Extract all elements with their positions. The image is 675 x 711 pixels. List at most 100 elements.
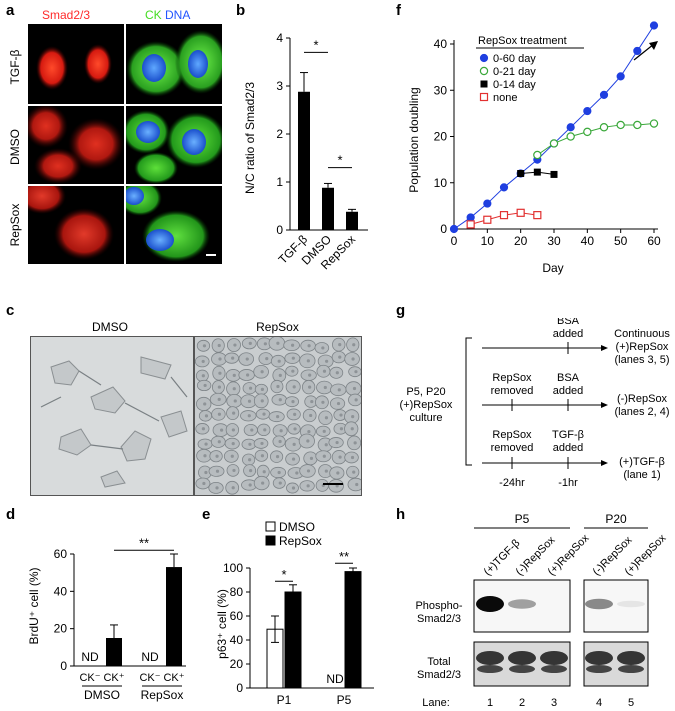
e-ylabel: p63⁺ cell (%) bbox=[215, 589, 229, 659]
c-nucleus bbox=[204, 442, 208, 446]
e-legend-swatch bbox=[265, 521, 276, 532]
c-nucleus bbox=[350, 427, 354, 431]
f-xtick-label: 40 bbox=[581, 234, 595, 248]
c-nucleus bbox=[278, 373, 282, 377]
c-nucleus bbox=[248, 458, 252, 462]
g-r2-right2: added bbox=[553, 385, 584, 397]
ck-label: CK bbox=[145, 8, 162, 22]
blot-h: P5 P20(+)TGF-β(-)RepSox(+)RepSox (-)RepSox… bbox=[415, 512, 668, 709]
panel-label-a: a bbox=[6, 2, 15, 19]
g-out3-l2: (lane 1) bbox=[623, 469, 660, 481]
f-data-point bbox=[633, 46, 642, 56]
c-nucleus bbox=[261, 481, 265, 485]
g-r3-right2: added bbox=[553, 442, 584, 454]
image-repsox-smad bbox=[28, 186, 124, 264]
c-nucleus bbox=[263, 342, 267, 346]
c-nucleus bbox=[262, 470, 266, 474]
image-tgf-smad bbox=[28, 24, 124, 104]
c-nucleus bbox=[291, 400, 295, 404]
c-nucleus bbox=[307, 430, 311, 434]
c-nucleus bbox=[250, 428, 254, 432]
f-data-point bbox=[499, 211, 509, 220]
h-lane-number: 2 bbox=[519, 697, 525, 709]
c-nucleus bbox=[306, 439, 310, 443]
g-r1-top2: added bbox=[553, 328, 584, 340]
d-nd-label: ND bbox=[81, 650, 99, 664]
ck-dna-header: CK DNA bbox=[145, 8, 190, 22]
c-nucleus bbox=[203, 383, 207, 388]
c-nucleus bbox=[291, 457, 296, 461]
row-label-tgf: TGF-β bbox=[8, 49, 22, 85]
c-nucleus bbox=[232, 387, 236, 391]
c-nucleus bbox=[339, 413, 343, 417]
f-data-point bbox=[533, 211, 542, 220]
b-ylabel: N/C ratio of Smad2/3 bbox=[243, 82, 257, 194]
f-ytick-label: 30 bbox=[434, 83, 448, 97]
e-ytick-label: 40 bbox=[230, 633, 244, 647]
e-ytick-label: 20 bbox=[230, 657, 244, 671]
f-data-point bbox=[649, 21, 659, 30]
f-data-point bbox=[633, 120, 642, 130]
f-ytick-label: 0 bbox=[440, 222, 447, 236]
c-nucleus bbox=[233, 343, 237, 347]
d-ytick-label: 40 bbox=[54, 584, 68, 598]
f-data-point bbox=[466, 213, 475, 222]
b-ytick-label: 2 bbox=[276, 127, 283, 141]
c-nucleus bbox=[352, 386, 357, 391]
c-nucleus bbox=[277, 470, 281, 475]
g-r1-top1: BSA bbox=[557, 318, 580, 327]
h-band-total bbox=[476, 651, 504, 665]
f-data-point bbox=[583, 106, 592, 116]
c-nucleus bbox=[336, 471, 340, 475]
row-label-repsox: RepSox bbox=[8, 203, 22, 247]
h-lane-number: 5 bbox=[628, 697, 634, 709]
b-bar bbox=[322, 187, 334, 230]
c-image-dmso bbox=[30, 336, 194, 496]
e-nd-label: ND bbox=[326, 672, 344, 686]
b-sig-star: * bbox=[337, 153, 342, 168]
c-nucleus bbox=[293, 427, 297, 431]
panel-label-c: c bbox=[6, 302, 15, 319]
e-ytick-label: 100 bbox=[223, 561, 243, 575]
d-ytick-label: 0 bbox=[60, 659, 67, 673]
c-nucleus bbox=[310, 399, 314, 404]
f-xtick-label: 10 bbox=[481, 234, 495, 248]
c-nucleus bbox=[201, 374, 205, 378]
c-nucleus bbox=[337, 388, 341, 392]
c-nucleus bbox=[276, 415, 280, 419]
f-data-point bbox=[533, 168, 541, 176]
c-nucleus bbox=[260, 370, 264, 374]
chart-f: Population doubling Day RepSox treatment… bbox=[407, 21, 661, 275]
c-nucleus bbox=[354, 370, 358, 374]
f-data-point bbox=[466, 220, 475, 229]
c-nucleus bbox=[204, 470, 208, 475]
row-label-dmso: DMSO bbox=[8, 129, 22, 165]
g-out2-l1: (-)RepSox bbox=[617, 393, 668, 405]
d-xtick-label: CK⁺ bbox=[103, 672, 124, 684]
chart-b: N/C ratio of Smad2/3 01234TGF-βDMSORepSo… bbox=[243, 31, 368, 272]
c-nucleus bbox=[351, 415, 355, 419]
image-dmso-smad bbox=[28, 106, 124, 184]
c-nucleus bbox=[306, 484, 310, 488]
f-data-point bbox=[649, 119, 659, 128]
c-nucleus bbox=[215, 486, 219, 490]
c-nucleus bbox=[278, 398, 282, 402]
g-time-24: -24hr bbox=[499, 477, 525, 489]
c-nucleus bbox=[324, 443, 328, 447]
d-group-label: RepSox bbox=[141, 688, 184, 702]
c-nucleus bbox=[215, 469, 220, 473]
c-nucleus bbox=[336, 401, 341, 406]
panel-label-e: e bbox=[202, 506, 211, 523]
h-lane-number: 4 bbox=[596, 697, 602, 709]
smad-header: Smad2/3 bbox=[42, 8, 91, 22]
h-band-total bbox=[508, 651, 536, 665]
b-bar bbox=[298, 91, 310, 230]
h-row2-l2: Smad2/3 bbox=[417, 669, 461, 681]
f-ylabel: Population doubling bbox=[407, 87, 421, 192]
d-group-label: DMSO bbox=[84, 688, 120, 702]
f-data-point bbox=[483, 215, 492, 224]
